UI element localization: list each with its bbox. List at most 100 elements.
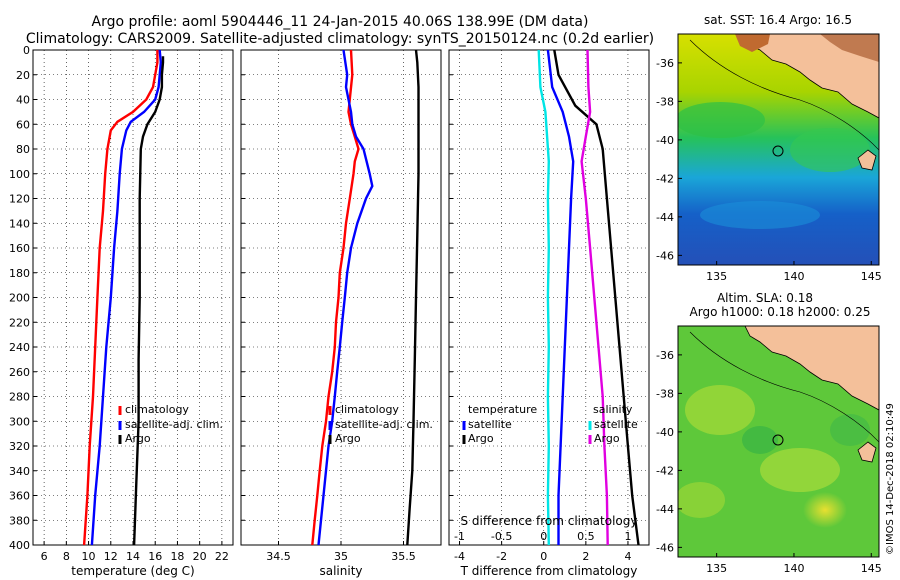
depth-tick-label: 80 <box>16 143 30 156</box>
sla-land-tasmania <box>857 441 877 463</box>
sst-map-title: sat. SST: 16.4 Argo: 16.5 <box>704 13 852 27</box>
t-difference-axis-label: T difference from climatology <box>460 564 638 578</box>
sla-patch <box>685 385 755 435</box>
lat-tick-label: -36 <box>656 57 674 70</box>
lon-tick-label: 145 <box>861 562 882 575</box>
depth-tick-label: 380 <box>9 514 30 527</box>
x-tick-label: 4 <box>624 550 631 563</box>
salinity-axis-label: salinity <box>319 564 362 578</box>
series-line-climatology <box>82 50 159 546</box>
sst-land-warm <box>735 34 770 52</box>
legend-salinity-title: salinity <box>593 403 633 416</box>
lat-tick-label: -40 <box>656 134 674 147</box>
depth-tick-label: 0 <box>23 44 30 57</box>
depth-tick-label: 340 <box>9 465 30 478</box>
lat-tick-label: -42 <box>656 172 674 185</box>
legend-satellite: satellite-adj. clim. <box>125 418 223 431</box>
series-line-argo <box>406 49 420 546</box>
sst-land-tasmania <box>857 149 877 171</box>
sst-lat-ticks: -36 -38 -40 -42 -44 -46 <box>656 57 682 262</box>
series-line-argo <box>132 56 165 546</box>
series-line-s-satellite <box>537 49 551 546</box>
legend-climatology: climatology <box>335 403 399 416</box>
depth-tick-label: 260 <box>9 366 30 379</box>
lat-tick-label: -40 <box>656 426 674 439</box>
difference-lines <box>537 49 640 546</box>
sla-contour <box>689 331 879 443</box>
x-tick-label: 10 <box>82 550 96 563</box>
depth-tick-label: 320 <box>9 440 30 453</box>
x-tick-label: 35 <box>334 550 348 563</box>
legend-satellite: satellite-adj. clim. <box>335 418 433 431</box>
temperature-grid <box>33 49 233 546</box>
x-tick-label: 0 <box>540 550 547 563</box>
lon-tick-label: 135 <box>706 270 727 283</box>
x-tick-label: 8 <box>63 550 70 563</box>
sla-map-panel: Altim. SLA: 0.18 Argo h1000: 0.18 h2000:… <box>656 291 882 575</box>
depth-tick-label: 120 <box>9 193 30 206</box>
sst-map-frame <box>677 33 880 266</box>
series-line-satellite-adj-clim- <box>317 49 374 546</box>
difference-panel: -4 -2 0 2 4 -1 -0.5 0 0.5 1 S difference from cl… <box>448 49 650 578</box>
imos-stamp: ©IMOS 14-Dec-2018 02:10:49 <box>885 403 896 555</box>
series-line-satellite-adj-clim- <box>90 49 163 546</box>
temperature-tick-labels: 6 8 10 12 14 16 18 20 22 <box>41 550 229 563</box>
x-tick-label: 34.5 <box>266 550 291 563</box>
x-tick-label: 14 <box>126 550 140 563</box>
x-tick-label: 12 <box>104 550 118 563</box>
salinity-lines <box>311 49 420 546</box>
sst-land-warm <box>820 34 879 62</box>
legend-climatology: climatology <box>125 403 189 416</box>
x-tick-label: 6 <box>41 550 48 563</box>
s-diff-tick-label: 1 <box>624 530 631 543</box>
lon-tick-label: 140 <box>783 562 804 575</box>
x-tick-label: 20 <box>193 550 207 563</box>
lon-tick-label: 140 <box>783 270 804 283</box>
salinity-legend: climatology satellite-adj. clim. Argo <box>328 403 433 445</box>
lat-tick-label: -46 <box>656 249 674 262</box>
lat-tick-label: -38 <box>656 387 674 400</box>
series-line-t-satellite <box>546 49 575 545</box>
sla-lon-ticks: 135 140 145 <box>706 553 882 575</box>
depth-tick-label: 140 <box>9 217 30 230</box>
x-tick-label: -2 <box>496 550 507 563</box>
sla-patch <box>678 482 725 518</box>
sst-map-image <box>678 34 879 265</box>
temperature-legend: climatology satellite-adj. clim. Argo <box>118 403 223 445</box>
s-difference-axis-label: S difference from climatology <box>461 514 638 528</box>
legend-argo: Argo <box>335 432 361 445</box>
series-line-s-argo <box>580 49 609 546</box>
temperature-axis-label: temperature (deg C) <box>71 564 194 578</box>
t-difference-tick-labels: -4 -2 0 2 4 <box>454 550 631 563</box>
s-diff-tick-label: -0.5 <box>491 530 512 543</box>
sla-land-australia <box>744 326 879 411</box>
sla-low-patch <box>830 414 870 446</box>
lat-tick-label: -44 <box>656 211 674 224</box>
difference-legend: temperature satellite Argo salinity sate… <box>462 403 638 445</box>
s-diff-tick-label: -1 <box>454 530 465 543</box>
depth-tick-label: 160 <box>9 242 30 255</box>
depth-tick-label: 280 <box>9 391 30 404</box>
title-line-2: Climatology: CARS2009. Satellite-adjuste… <box>26 31 654 47</box>
depth-tick-label: 300 <box>9 415 30 428</box>
x-tick-label: 2 <box>582 550 589 563</box>
legend-argo: Argo <box>125 432 151 445</box>
lat-tick-label: -36 <box>656 349 674 362</box>
sla-map-frame <box>677 325 880 558</box>
depth-tick-label: 60 <box>16 118 30 131</box>
temperature-lines <box>82 49 165 546</box>
salinity-panel: 34.5 35 35.5 salinity climatology satellit… <box>240 49 442 578</box>
legend-s-argo: Argo <box>594 432 620 445</box>
salinity-tick-labels: 34.5 35 35.5 <box>266 550 416 563</box>
depth-tick-label: 40 <box>16 94 30 107</box>
depth-tick-label: 200 <box>9 292 30 305</box>
temperature-panel: 0 20 40 60 80 100 120 140 160 180 200 220 240 260 280 3… <box>9 44 234 578</box>
lat-tick-label: -46 <box>656 541 674 554</box>
x-tick-label: 35.5 <box>391 550 416 563</box>
sla-lat-ticks: -36 -38 -40 -42 -44 -46 <box>656 349 682 554</box>
sst-cool-patch <box>700 201 820 229</box>
sst-contour <box>689 39 879 151</box>
depth-tick-label: 20 <box>16 69 30 82</box>
x-tick-label: -4 <box>454 550 465 563</box>
